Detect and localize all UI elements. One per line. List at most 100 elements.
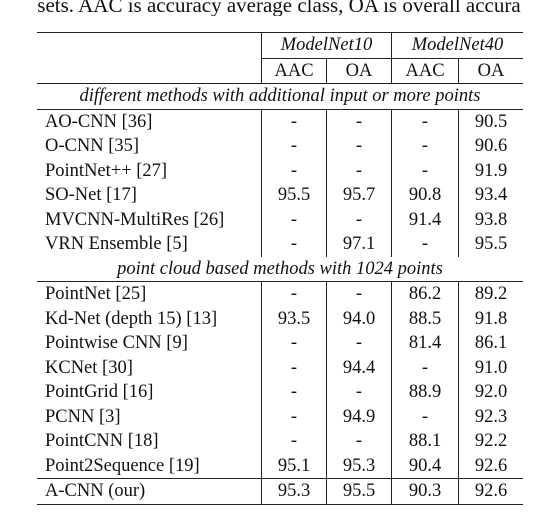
dataset-header-modelnet10: ModelNet10 bbox=[261, 32, 392, 58]
value-cell: - bbox=[261, 232, 327, 257]
section-title: different methods with additional input … bbox=[37, 83, 523, 110]
value-cell: 86.2 bbox=[391, 281, 459, 307]
table-row: O-CNN [35] - - -90.6 bbox=[37, 134, 523, 159]
method-cell: Kd-Net (depth 15) [13] bbox=[37, 306, 262, 331]
value-cell: 89.2 bbox=[474, 284, 508, 305]
method-cell: VRN Ensemble [5] bbox=[37, 232, 262, 257]
method-header-cell bbox=[37, 32, 262, 58]
value-cell: 92.2 bbox=[474, 431, 508, 452]
value-cell: 92.0 bbox=[474, 382, 508, 403]
value-cell: 90.5 bbox=[474, 111, 508, 132]
value-cell: 95.3 bbox=[326, 453, 392, 479]
value-cell: - bbox=[261, 281, 327, 307]
method-cell: PointNet++ [27] bbox=[37, 158, 262, 183]
metric-header-mn10-oa: OA bbox=[326, 57, 392, 84]
value-cell: - bbox=[391, 158, 459, 183]
value-cell: - bbox=[261, 158, 327, 183]
results-table: ModelNet10 ModelNet40 AAC OA AAC OA diff… bbox=[37, 32, 523, 505]
value-cell: 94.0 bbox=[326, 306, 392, 331]
method-cell: KCNet [30] bbox=[37, 355, 262, 380]
value-cell: 97.1 bbox=[326, 232, 392, 257]
section-header-row: different methods with additional input … bbox=[37, 83, 523, 110]
value-cell: 92.6 bbox=[458, 478, 523, 505]
value-cell: 90.4 bbox=[391, 453, 459, 479]
value-cell: 90.6 bbox=[474, 136, 508, 157]
value-cell: 81.4 bbox=[391, 331, 459, 356]
value-cell: 95.5 bbox=[326, 478, 392, 505]
value-cell: 90.8 bbox=[391, 183, 459, 208]
value-cell: - bbox=[261, 207, 327, 232]
value-cell: - bbox=[326, 109, 392, 134]
value-cell: - bbox=[261, 429, 327, 454]
value-cell: 86.1 bbox=[474, 333, 508, 354]
table-row: KCNet [30] -94.4-91.0 bbox=[37, 355, 523, 380]
value-cell: 91.4 bbox=[391, 207, 459, 232]
table-row: PointNet [25] - -86.2 89.2 bbox=[37, 281, 523, 307]
section-title: point cloud based methods with 1024 poin… bbox=[37, 256, 523, 282]
value-cell: - bbox=[391, 355, 459, 380]
table-row: AO-CNN [36] - - -90.5 bbox=[37, 109, 523, 134]
caption-tail: sets. AAC is accuracy average class, OA … bbox=[37, 0, 521, 16]
value-cell: - bbox=[261, 134, 327, 159]
value-cell: 93.5 bbox=[261, 306, 327, 331]
value-cell: 93.8 bbox=[474, 209, 508, 230]
dataset-header-modelnet40: ModelNet40 bbox=[391, 32, 523, 58]
value-cell: - bbox=[391, 109, 459, 134]
method-cell: O-CNN [35] bbox=[37, 134, 262, 159]
value-cell: - bbox=[326, 281, 392, 307]
value-cell: 92.6 bbox=[458, 453, 523, 479]
dataset-header-row: ModelNet10 ModelNet40 bbox=[37, 32, 523, 58]
value-cell: 88.5 bbox=[391, 306, 459, 331]
method-cell: PointCNN [18] bbox=[37, 429, 262, 454]
method-cell: AO-CNN [36] bbox=[37, 109, 262, 134]
value-cell: - bbox=[326, 207, 392, 232]
value-cell: - bbox=[326, 134, 392, 159]
value-cell: 91.9 bbox=[474, 160, 508, 181]
value-cell: - bbox=[261, 355, 327, 380]
table-row: Pointwise CNN [9] - -81.4 86.1 bbox=[37, 331, 523, 356]
value-cell: - bbox=[391, 404, 459, 429]
section-header-row: point cloud based methods with 1024 poin… bbox=[37, 256, 523, 282]
table-row: PointCNN [18] - -88.1 92.2 bbox=[37, 429, 523, 454]
method-cell: A-CNN (our) bbox=[37, 478, 262, 505]
metric-header-mn40-oa: OA bbox=[458, 57, 523, 84]
value-cell: 95.1 bbox=[261, 453, 327, 479]
value-cell: 88.1 bbox=[391, 429, 459, 454]
metric-header-mn10-aac: AAC bbox=[261, 57, 327, 84]
table-row: Kd-Net (depth 15) [13] 93.5 94.0 88.5 91.8 bbox=[37, 306, 523, 331]
value-cell: - bbox=[261, 380, 327, 405]
value-cell: - bbox=[391, 134, 459, 159]
value-cell: - bbox=[326, 331, 392, 356]
table-row: A-CNN (our) 95.3 95.5 90.3 92.6 bbox=[37, 478, 523, 505]
method-cell: MVCNN-MultiRes [26] bbox=[37, 207, 262, 232]
method-cell: Pointwise CNN [9] bbox=[37, 331, 262, 356]
value-cell: - bbox=[391, 232, 459, 257]
value-cell: 95.5 bbox=[474, 234, 508, 255]
table-row: PointGrid [16] - -88.9 92.0 bbox=[37, 380, 523, 405]
value-cell: 95.5 bbox=[261, 183, 327, 208]
table-body: different methods with additional input … bbox=[37, 83, 523, 505]
metric-header-mn40-aac: AAC bbox=[391, 57, 459, 84]
method-cell: SO-Net [17] bbox=[37, 183, 262, 208]
table-row: MVCNN-MultiRes [26] - -91.4 93.8 bbox=[37, 207, 523, 232]
table-row: PCNN [3] -94.9-92.3 bbox=[37, 404, 523, 429]
value-cell: 88.9 bbox=[391, 380, 459, 405]
value-cell: 92.3 bbox=[474, 406, 508, 427]
table-row: SO-Net [17] 95.5 95.7 90.8 93.4 bbox=[37, 183, 523, 208]
method-cell: PointNet [25] bbox=[37, 281, 262, 307]
value-cell: - bbox=[326, 429, 392, 454]
value-cell: - bbox=[326, 158, 392, 183]
metric-header-row: AAC OA AAC OA bbox=[37, 57, 523, 84]
value-cell: 93.4 bbox=[474, 185, 508, 206]
value-cell: 91.8 bbox=[474, 308, 508, 329]
table-row: PointNet++ [27] - - -91.9 bbox=[37, 158, 523, 183]
table-row: Point2Sequence [19] 95.1 95.3 90.4 92.6 bbox=[37, 453, 523, 479]
method-cell: Point2Sequence [19] bbox=[37, 453, 262, 479]
value-cell: 95.7 bbox=[326, 183, 392, 208]
value-cell: - bbox=[261, 404, 327, 429]
method-header-blank bbox=[37, 58, 262, 84]
value-cell: 95.3 bbox=[261, 478, 327, 505]
method-cell: PointGrid [16] bbox=[37, 380, 262, 405]
value-cell: 91.0 bbox=[474, 357, 508, 378]
method-cell: PCNN [3] bbox=[37, 404, 262, 429]
